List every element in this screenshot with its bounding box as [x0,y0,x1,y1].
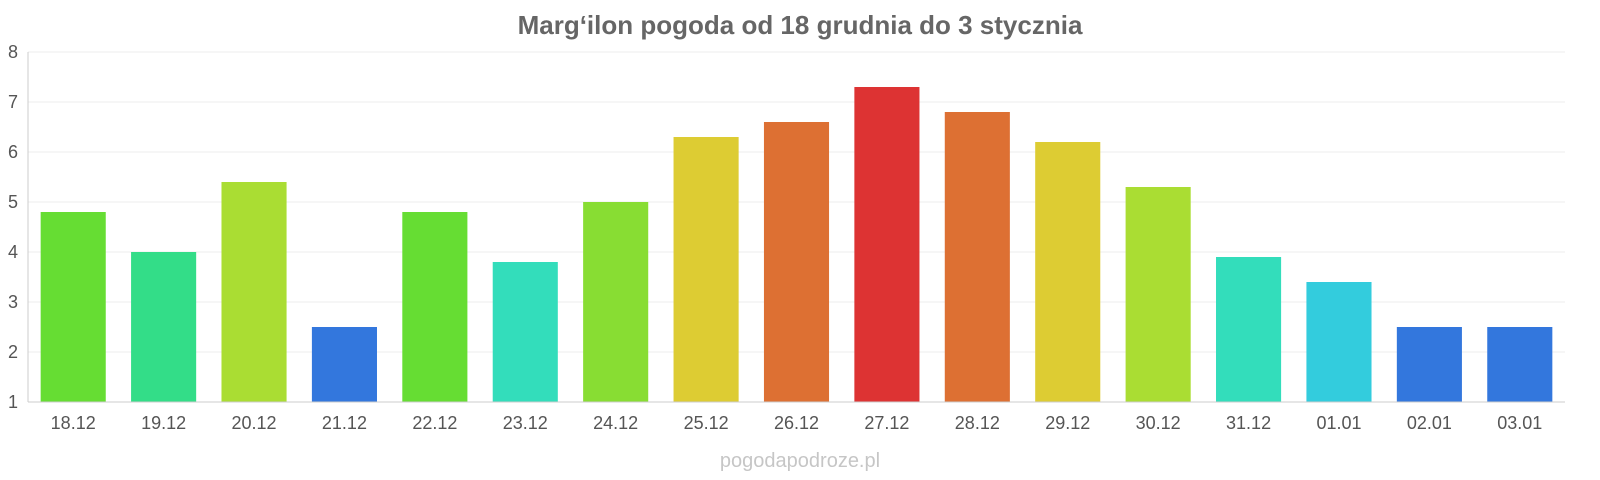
x-tick-label: 02.01 [1407,413,1452,433]
x-tick-label: 29.12 [1045,413,1090,433]
x-tick-label: 27.12 [864,413,909,433]
y-tick-label: 5 [8,192,18,212]
bar[interactable] [402,212,468,402]
x-tick-label: 22.12 [412,413,457,433]
x-tick-label: 24.12 [593,413,638,433]
x-tick-label: 03.01 [1497,413,1542,433]
x-tick-label: 28.12 [955,413,1000,433]
x-tick-label: 21.12 [322,413,367,433]
bar[interactable] [221,182,287,402]
y-tick-label: 3 [8,292,18,312]
y-tick-label: 6 [8,142,18,162]
x-tick-label: 31.12 [1226,413,1271,433]
y-tick-label: 8 [8,42,18,62]
bar[interactable] [944,112,1010,402]
bar[interactable] [1125,187,1191,402]
bar[interactable] [1216,257,1282,402]
bar[interactable] [1396,327,1462,402]
x-tick-label: 23.12 [503,413,548,433]
bar[interactable] [131,252,197,402]
bar[interactable] [1306,282,1372,402]
x-tick-label: 01.01 [1316,413,1361,433]
x-tick-label: 25.12 [684,413,729,433]
y-tick-label: 4 [8,242,18,262]
y-tick-label: 1 [8,392,18,412]
bar[interactable] [583,202,649,402]
bar[interactable] [1487,327,1553,402]
bar[interactable] [40,212,106,402]
x-tick-label: 26.12 [774,413,819,433]
x-tick-label: 20.12 [232,413,277,433]
x-tick-label: 30.12 [1136,413,1181,433]
y-tick-label: 7 [8,92,18,112]
bar[interactable] [492,262,558,402]
watermark: pogodapodroze.pl [719,450,881,472]
bars [40,87,1553,402]
bar[interactable] [311,327,377,402]
bar[interactable] [763,122,830,402]
x-tick-labels: 18.12 19.12 20.12 21.12 22.12 23.12 24.12 25.12… [51,413,1543,433]
x-tick-label: 18.12 [51,413,96,433]
x-tick-label: 19.12 [141,413,186,433]
y-tick-labels: 1 2 3 4 5 6 7 8 [8,42,18,412]
axes [27,52,1565,403]
bar[interactable] [854,87,920,402]
chart-title: Marg‘ilon pogoda od 18 grudnia do 3 styc… [517,10,1083,40]
y-tick-label: 2 [8,342,18,362]
bar[interactable] [673,137,739,402]
bar[interactable] [1035,142,1101,402]
